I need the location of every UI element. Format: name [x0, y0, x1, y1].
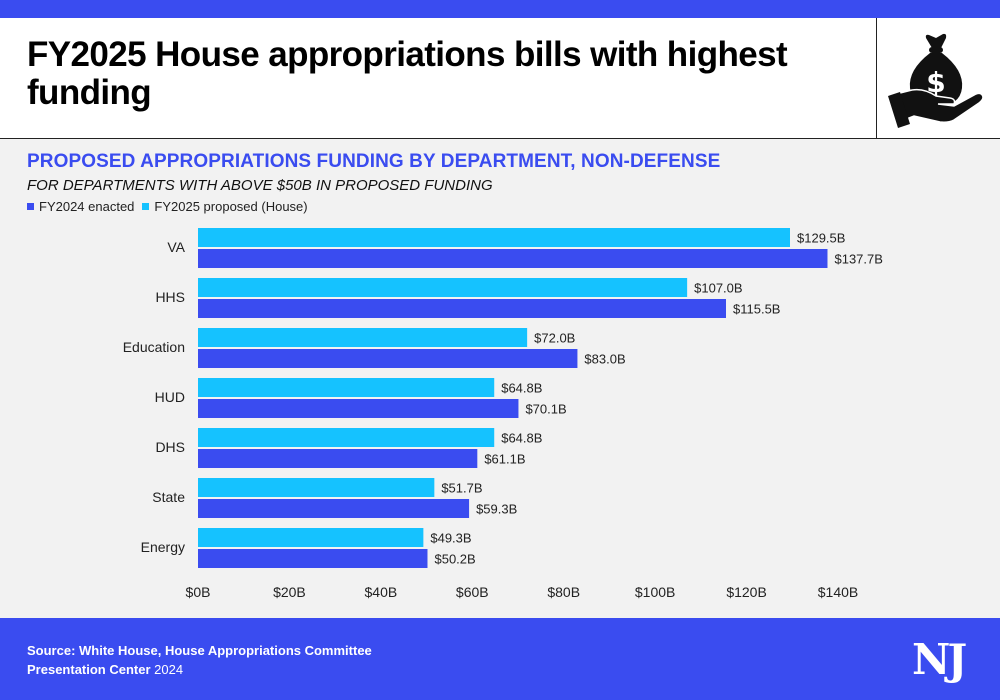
- bar-fy2024-education: [198, 349, 578, 368]
- bar-fy2024-energy: [198, 549, 428, 568]
- data-label-fy2025-va: $129.5B: [797, 231, 845, 246]
- x-tick-label: $140B: [818, 584, 858, 600]
- category-label-energy: Energy: [141, 539, 185, 555]
- data-label-fy2024-va: $137.7B: [834, 252, 882, 267]
- credit-name: Presentation Center: [27, 662, 151, 677]
- header: FY2025 House appropriations bills with h…: [0, 18, 1000, 139]
- legend-item-fy2025: FY2025 proposed (House): [142, 199, 308, 214]
- bar-fy2025-hhs: [198, 278, 688, 297]
- chart-subtitle: FOR DEPARTMENTS WITH ABOVE $50B IN PROPO…: [27, 177, 493, 194]
- bar-fy2024-hud: [198, 399, 519, 418]
- credit-year: 2024: [150, 662, 184, 677]
- bar-fy2024-dhs: [198, 449, 478, 468]
- data-label-fy2024-state: $59.3B: [476, 502, 517, 517]
- data-label-fy2024-dhs: $61.1B: [484, 452, 525, 467]
- legend-swatch-fy2024: [27, 203, 34, 210]
- x-tick-label: $120B: [726, 584, 766, 600]
- bar-fy2025-energy: [198, 528, 424, 547]
- category-label-state: State: [152, 489, 185, 505]
- footer: Source: White House, House Appropriation…: [0, 618, 1000, 700]
- category-label-dhs: DHS: [155, 439, 185, 455]
- page-title: FY2025 House appropriations bills with h…: [27, 35, 788, 112]
- legend-label-fy2025: FY2025 proposed (House): [154, 199, 308, 214]
- data-label-fy2024-hud: $70.1B: [525, 402, 566, 417]
- x-tick-label: $0B: [186, 584, 211, 600]
- bar-fy2025-va: [198, 228, 790, 247]
- source-note: Source: White House, House Appropriation…: [27, 643, 372, 658]
- x-tick-label: $20B: [273, 584, 306, 600]
- chart-legend: FY2024 enacted FY2025 proposed (House): [27, 199, 308, 214]
- svg-text:$: $: [926, 66, 945, 99]
- bar-fy2025-education: [198, 328, 528, 347]
- data-label-fy2024-energy: $50.2B: [434, 552, 475, 567]
- bar-fy2025-hud: [198, 378, 495, 397]
- data-label-fy2024-hhs: $115.5B: [733, 302, 780, 317]
- bar-fy2025-dhs: [198, 428, 495, 447]
- data-label-fy2025-dhs: $64.8B: [501, 431, 542, 446]
- bar-fy2024-hhs: [198, 299, 726, 318]
- x-tick-label: $100B: [635, 584, 675, 600]
- data-label-fy2025-energy: $49.3B: [430, 531, 471, 546]
- nj-logo: NJ: [912, 635, 967, 684]
- legend-label-fy2024: FY2024 enacted: [39, 199, 135, 214]
- data-label-fy2025-state: $51.7B: [441, 481, 482, 496]
- header-divider: [876, 18, 877, 138]
- credit-line: Presentation Center 2024: [27, 662, 183, 677]
- x-tick-label: $40B: [365, 584, 398, 600]
- category-label-hud: HUD: [155, 389, 185, 405]
- money-bag-hand-icon: $: [888, 33, 984, 128]
- data-label-fy2025-education: $72.0B: [534, 331, 575, 346]
- category-label-va: VA: [167, 239, 185, 255]
- top-accent-bar: [0, 0, 1000, 18]
- chart-title: PROPOSED APPROPRIATIONS FUNDING BY DEPAR…: [27, 151, 721, 172]
- data-label-fy2024-education: $83.0B: [584, 352, 625, 367]
- bar-fy2024-va: [198, 249, 828, 268]
- category-label-education: Education: [123, 339, 185, 355]
- x-tick-label: $60B: [456, 584, 489, 600]
- bar-chart: VA $129.5B $137.7B HHS $107.0B $115.5B Educati…: [123, 228, 883, 600]
- bar-fy2025-state: [198, 478, 435, 497]
- legend-item-fy2024: FY2024 enacted: [27, 199, 134, 214]
- category-label-hhs: HHS: [155, 289, 185, 305]
- legend-swatch-fy2025: [142, 203, 150, 210]
- bar-fy2024-state: [198, 499, 470, 518]
- x-tick-label: $80B: [547, 584, 580, 600]
- data-label-fy2025-hhs: $107.0B: [694, 281, 742, 296]
- data-label-fy2025-hud: $64.8B: [501, 381, 542, 396]
